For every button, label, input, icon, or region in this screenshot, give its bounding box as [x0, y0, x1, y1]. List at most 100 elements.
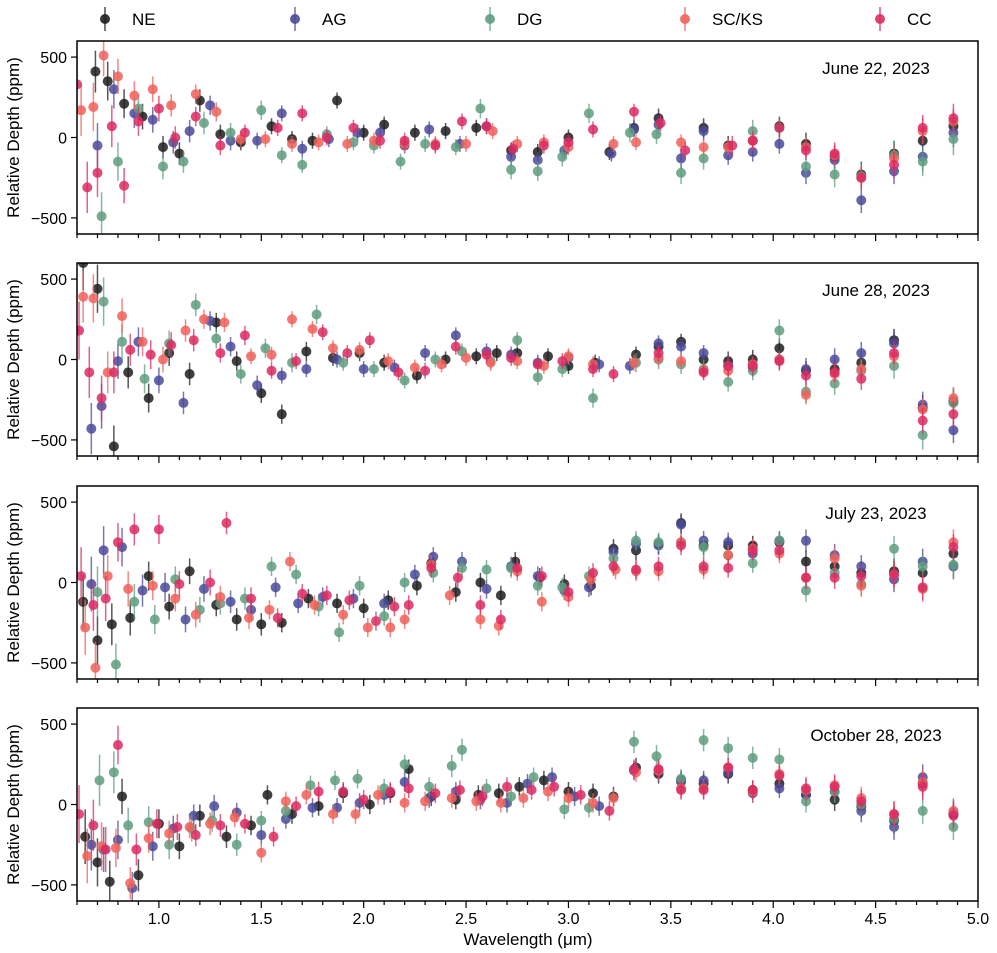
data-point: [108, 441, 119, 452]
data-point: [102, 571, 113, 582]
data-point: [276, 150, 287, 161]
y-tick-label: 500: [40, 272, 67, 289]
data-point: [284, 556, 295, 567]
data-point: [420, 365, 431, 376]
data-point: [389, 601, 400, 612]
data-point: [174, 148, 185, 159]
y-tick-label: 0: [58, 798, 67, 815]
data-point: [563, 793, 574, 804]
data-point: [239, 330, 250, 341]
data-point: [395, 156, 406, 167]
data-point: [399, 759, 410, 770]
data-point: [270, 582, 281, 593]
data-point: [461, 138, 472, 149]
data-point: [166, 100, 177, 111]
data-point: [723, 377, 734, 388]
data-point: [917, 122, 928, 133]
data-point: [145, 349, 156, 360]
data-point: [133, 116, 144, 127]
data-point: [147, 84, 158, 95]
data-point: [266, 365, 277, 376]
data-point: [506, 352, 517, 363]
data-point: [393, 367, 404, 378]
data-point: [133, 870, 144, 881]
data-point: [456, 563, 467, 574]
data-point: [92, 283, 103, 294]
data-point: [123, 367, 134, 378]
x-axis-label: Wavelength (μm): [463, 930, 592, 949]
data-point: [538, 140, 549, 151]
y-axis-label: Relative Depth (ppm): [4, 57, 23, 218]
data-point: [430, 788, 441, 799]
data-point: [446, 793, 457, 804]
data-point: [526, 785, 537, 796]
data-point: [153, 375, 164, 386]
data-point: [215, 129, 226, 140]
y-axis-label: Relative Depth (ppm): [4, 724, 23, 885]
data-point: [948, 559, 959, 570]
data-point: [137, 585, 148, 596]
data-point: [948, 542, 959, 553]
data-point: [698, 367, 709, 378]
data-point: [330, 775, 341, 786]
data-point: [256, 815, 267, 826]
data-point: [272, 122, 283, 133]
legend-label: AG: [322, 10, 347, 29]
data-point: [174, 579, 185, 590]
data-point: [188, 335, 199, 346]
data-point: [747, 545, 758, 556]
data-point: [856, 195, 867, 206]
data-point: [297, 159, 308, 170]
y-tick-label: −500: [31, 656, 67, 673]
data-point: [252, 135, 263, 146]
data-point: [747, 146, 758, 157]
data-point: [631, 564, 642, 575]
data-point: [471, 122, 482, 133]
series-cc: [77, 301, 959, 434]
data-point: [78, 291, 89, 302]
data-point: [676, 519, 687, 530]
data-point: [170, 132, 181, 143]
data-point: [409, 569, 420, 580]
data-point: [354, 580, 365, 591]
data-point: [147, 580, 158, 591]
data-point: [309, 600, 320, 611]
data-point: [231, 614, 242, 625]
data-point: [676, 137, 687, 148]
data-point: [178, 397, 189, 408]
data-point: [147, 841, 158, 852]
data-point: [557, 356, 568, 367]
data-point: [481, 583, 492, 594]
legend-item-cc: CC: [875, 7, 932, 31]
data-point: [800, 572, 811, 583]
data-point: [110, 659, 121, 670]
data-point: [481, 783, 492, 794]
series-dg: [96, 94, 959, 234]
data-point: [100, 844, 111, 855]
data-point: [198, 314, 209, 325]
data-point: [82, 850, 93, 861]
data-point: [495, 614, 506, 625]
data-point: [409, 127, 420, 138]
data-point: [106, 121, 117, 132]
data-point: [829, 553, 840, 564]
data-point: [774, 356, 785, 367]
data-point: [774, 770, 785, 781]
data-point: [698, 142, 709, 153]
y-tick-label: 0: [58, 576, 67, 593]
data-point: [379, 611, 390, 622]
data-point: [178, 156, 189, 167]
data-point: [856, 348, 867, 359]
data-point: [456, 744, 467, 755]
data-point: [532, 155, 543, 166]
data-point: [276, 409, 287, 420]
data-point: [917, 415, 928, 426]
data-point: [287, 138, 298, 149]
data-point: [119, 98, 130, 109]
data-point: [209, 801, 220, 812]
data-point: [917, 430, 928, 441]
legend-marker: [100, 14, 110, 24]
data-point: [588, 797, 599, 808]
data-point: [256, 830, 267, 841]
data-point: [508, 143, 519, 154]
